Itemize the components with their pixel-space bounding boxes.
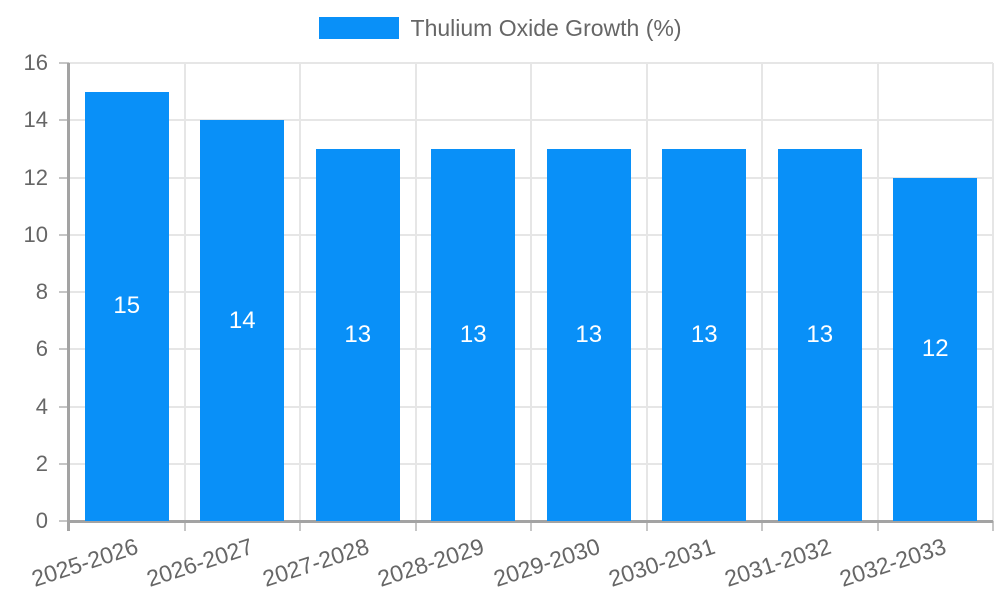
x-axis-tick — [530, 521, 532, 531]
bar-value-label: 13 — [806, 320, 834, 348]
bar[interactable] — [777, 148, 862, 521]
y-axis-tick — [59, 462, 69, 465]
y-axis-tick — [59, 119, 69, 122]
legend-swatch[interactable] — [318, 17, 399, 39]
x-axis-tick — [876, 521, 879, 531]
x-axis-tick — [761, 521, 763, 531]
y-axis-line — [67, 63, 70, 531]
x-axis-tick — [183, 521, 186, 531]
bar-value-label: 13 — [575, 320, 603, 348]
bar-value-label: 13 — [459, 320, 487, 348]
bar[interactable] — [84, 91, 169, 521]
x-axis-tick — [299, 521, 301, 531]
gridline-vertical — [992, 63, 994, 521]
gridline-vertical — [876, 63, 879, 521]
y-axis-tick-label: 16 — [23, 50, 48, 75]
bar[interactable] — [315, 148, 400, 521]
y-axis-tick-label: 0 — [35, 508, 48, 533]
gridline-vertical — [414, 63, 417, 521]
y-axis-tick-label: 4 — [35, 393, 48, 419]
legend-label[interactable]: Thulium Oxide Growth (%) — [410, 15, 682, 41]
legend: Thulium Oxide Growth (%) — [0, 14, 1000, 42]
y-axis-tick — [59, 405, 69, 408]
gridline-vertical — [299, 63, 301, 521]
bar[interactable] — [200, 120, 285, 521]
gridline-vertical — [761, 63, 763, 521]
y-axis-tick — [59, 348, 69, 351]
y-axis-tick-label: 12 — [23, 164, 48, 190]
bar[interactable] — [546, 148, 631, 521]
bar[interactable] — [662, 148, 747, 521]
y-axis-tick-label: 6 — [35, 336, 48, 362]
bar[interactable] — [893, 177, 978, 521]
gridline-vertical — [183, 63, 186, 521]
y-axis-tick — [59, 520, 69, 522]
y-axis-tick-label: 8 — [35, 279, 48, 304]
bar-value-label: 13 — [344, 320, 372, 348]
y-axis-tick — [59, 291, 69, 293]
gridline-vertical — [530, 63, 532, 521]
bar-value-label: 14 — [228, 306, 256, 334]
y-axis-tick-label: 2 — [35, 450, 48, 476]
y-axis-tick — [59, 62, 69, 64]
bar-value-label: 15 — [113, 292, 141, 320]
bar[interactable] — [431, 148, 516, 521]
bar-value-label: 13 — [690, 320, 718, 348]
y-axis-tick — [59, 176, 69, 179]
x-axis-tick — [645, 521, 648, 531]
y-axis-tick — [59, 233, 69, 236]
y-axis-tick-label: 14 — [23, 107, 48, 133]
gridline-vertical — [645, 63, 648, 521]
bar-value-label: 12 — [921, 335, 949, 363]
x-axis-tick — [992, 521, 994, 531]
x-axis-tick — [414, 521, 417, 531]
y-axis-tick-label: 10 — [23, 221, 48, 247]
x-axis-line — [69, 520, 993, 523]
